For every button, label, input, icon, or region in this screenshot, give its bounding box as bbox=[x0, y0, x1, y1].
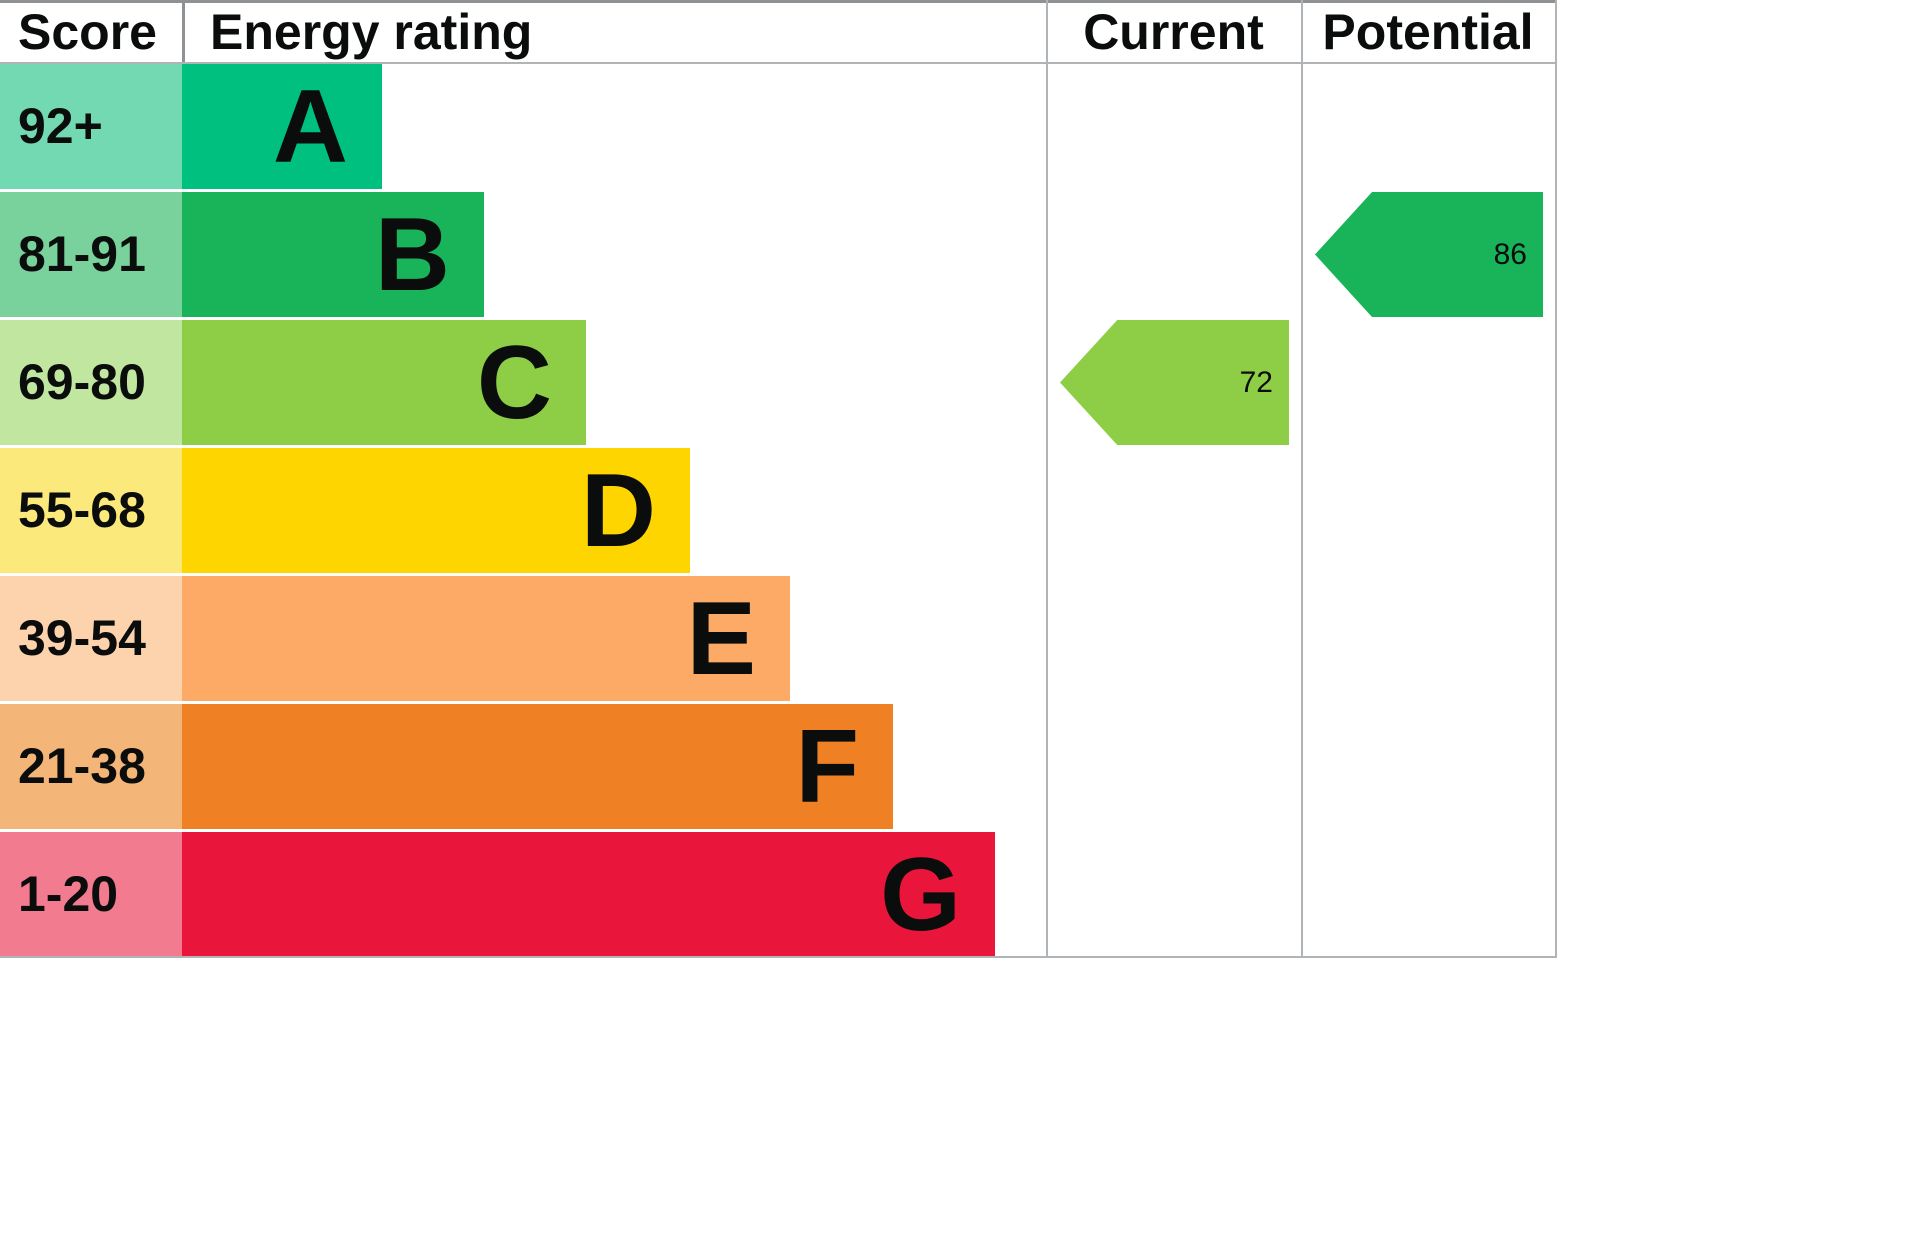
current-rating-value: 72 bbox=[1239, 365, 1273, 399]
score-range-b: 81-91 bbox=[0, 192, 182, 317]
current-column-divider bbox=[1046, 0, 1048, 958]
band-letter-c: C bbox=[476, 324, 552, 441]
band-bar-a: A bbox=[182, 64, 382, 189]
band-row-e: 39-54 E bbox=[0, 574, 1046, 702]
current-rating-arrow: 72 bbox=[1060, 320, 1289, 445]
band-row-d: 55-68 D bbox=[0, 446, 1046, 574]
score-header-divider bbox=[182, 0, 185, 62]
table-right-border bbox=[1555, 0, 1557, 958]
band-bar-b: B bbox=[182, 192, 484, 317]
score-range-f: 21-38 bbox=[0, 704, 182, 829]
score-range-d: 55-68 bbox=[0, 448, 182, 573]
score-range-c: 69-80 bbox=[0, 320, 182, 445]
band-letter-f: F bbox=[795, 708, 859, 825]
potential-rating-value: 86 bbox=[1493, 237, 1527, 271]
header-score: Score bbox=[18, 4, 157, 60]
band-bar-e: E bbox=[182, 576, 790, 701]
potential-column: 86 bbox=[1301, 62, 1555, 958]
header-potential: Potential bbox=[1322, 4, 1534, 60]
header-energy-rating: Energy rating bbox=[210, 4, 533, 60]
band-bar-g: G bbox=[182, 832, 995, 957]
header-divider-line bbox=[0, 62, 1557, 64]
score-range-e: 39-54 bbox=[0, 576, 182, 701]
rating-bands: 92+ A 81-91 B 69-80 C 55-68 D 39-54 E 21-38 F 1-20 G bbox=[0, 62, 1046, 958]
table-top-border bbox=[0, 0, 1557, 3]
score-range-a: 92+ bbox=[0, 64, 182, 189]
score-range-g: 1-20 bbox=[0, 832, 182, 957]
band-letter-g: G bbox=[880, 836, 961, 953]
band-row-f: 21-38 F bbox=[0, 702, 1046, 830]
potential-rating-arrow: 86 bbox=[1315, 192, 1543, 317]
band-bar-d: D bbox=[182, 448, 690, 573]
current-column: 72 bbox=[1046, 62, 1301, 958]
table-bottom-border bbox=[0, 956, 1557, 958]
band-row-b: 81-91 B bbox=[0, 190, 1046, 318]
band-bar-f: F bbox=[182, 704, 893, 829]
potential-column-divider bbox=[1301, 0, 1303, 958]
band-letter-b: B bbox=[374, 196, 450, 313]
band-row-g: 1-20 G bbox=[0, 830, 1046, 958]
band-letter-d: D bbox=[580, 452, 656, 569]
header-current: Current bbox=[1083, 4, 1264, 60]
band-bar-c: C bbox=[182, 320, 586, 445]
band-row-a: 92+ A bbox=[0, 62, 1046, 190]
band-letter-e: E bbox=[686, 580, 756, 697]
band-row-c: 69-80 C bbox=[0, 318, 1046, 446]
band-letter-a: A bbox=[272, 68, 348, 185]
